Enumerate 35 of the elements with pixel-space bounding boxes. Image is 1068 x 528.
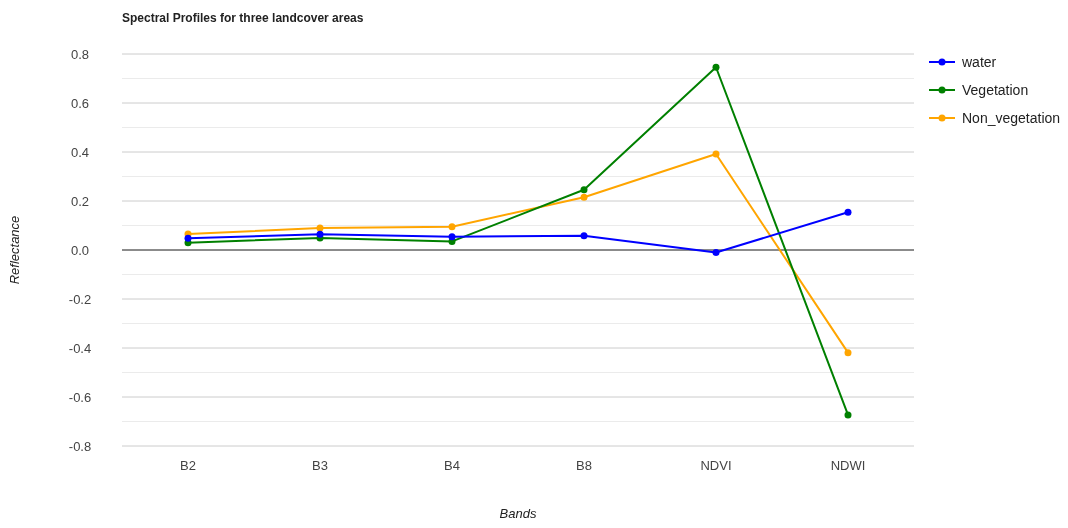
legend-label: Non_vegetation (962, 109, 1061, 126)
y-tick-label: -0.8 (68, 438, 92, 454)
point (580, 232, 588, 240)
point (316, 230, 324, 238)
y-tick-label: 0.2 (70, 193, 90, 209)
y-axis-title: Reflectance (7, 215, 22, 285)
y-tick-label: 0.8 (70, 46, 90, 62)
chart-title: Spectral Profiles for three landcover areas (122, 11, 364, 25)
point (712, 248, 720, 256)
point (580, 186, 588, 194)
x-axis-title: Bands (499, 506, 537, 521)
x-tick-label: B2 (180, 458, 196, 473)
point (448, 233, 456, 241)
y-tick-label: 0.6 (70, 95, 90, 111)
point (844, 411, 852, 419)
point (712, 150, 720, 158)
point (844, 208, 852, 216)
y-tick-label: 0.0 (70, 242, 90, 258)
point (184, 234, 192, 242)
point (844, 349, 852, 357)
y-tick-label: -0.2 (68, 291, 92, 307)
y-tick-label: 0.4 (70, 144, 90, 160)
x-tick-label: B4 (444, 458, 460, 473)
point (580, 193, 588, 201)
x-tick-label: B3 (312, 458, 328, 473)
x-tick-label: NDVI (700, 458, 732, 473)
point (316, 224, 324, 232)
x-tick-label: NDWI (830, 458, 866, 473)
x-tick-label: B8 (576, 458, 592, 473)
y-tick-label: -0.4 (68, 340, 92, 356)
y-tick-label: -0.6 (68, 389, 92, 405)
point (448, 223, 456, 231)
point (712, 63, 720, 71)
legend-label: water (961, 53, 997, 70)
legend-label: Vegetation (962, 81, 1029, 98)
